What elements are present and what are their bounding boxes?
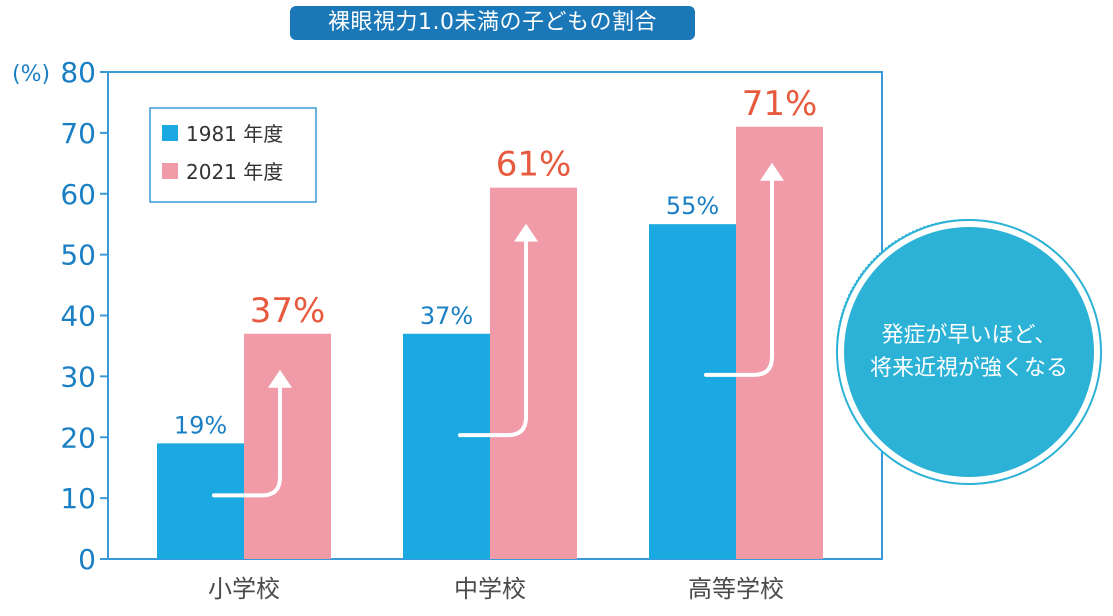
y-tick-label: 0	[78, 543, 96, 576]
chart-title: 裸眼視力1.0未満の子どもの割合	[290, 6, 695, 40]
growth-arrow	[704, 174, 774, 377]
growth-arrowhead	[760, 162, 784, 181]
legend-label: 2021 年度	[186, 160, 283, 184]
x-category-label: 中学校	[454, 575, 526, 603]
y-tick-label: 40	[60, 300, 96, 333]
callout-annotation: 発症が早いほど、 将来近視が強くなる	[844, 227, 1094, 477]
data-label: 61%	[496, 145, 572, 185]
y-tick-label: 70	[60, 117, 96, 150]
bar-series2	[736, 126, 823, 559]
y-tick-label: 50	[60, 239, 96, 272]
data-label: 19%	[174, 411, 227, 439]
callout-ring	[836, 219, 1098, 481]
legend-swatch	[162, 125, 178, 141]
y-tick-label: 20	[60, 421, 96, 454]
data-label: 37%	[250, 291, 326, 331]
y-tick-label: 10	[60, 482, 96, 515]
legend-box	[149, 107, 317, 203]
y-tick-label: 80	[60, 56, 96, 89]
bar-series1	[403, 333, 490, 559]
data-label: 55%	[666, 192, 719, 220]
y-tick-label: 30	[60, 360, 96, 393]
y-tick-label: 60	[60, 178, 96, 211]
x-category-label: 高等学校	[688, 575, 784, 603]
growth-arrow	[212, 381, 282, 498]
growth-arrow	[458, 235, 528, 438]
y-unit-label: (%)	[12, 62, 50, 87]
data-label: 37%	[420, 302, 473, 330]
x-category-label: 小学校	[208, 575, 280, 603]
bar-series2	[244, 333, 331, 559]
growth-arrowhead	[268, 369, 292, 388]
legend-swatch	[162, 163, 178, 179]
bar-series1	[649, 224, 736, 559]
legend-label: 1981 年度	[186, 122, 283, 146]
growth-arrowhead	[514, 223, 538, 242]
data-label: 71%	[742, 84, 818, 124]
bar-series2	[490, 187, 577, 559]
bar-series1	[157, 443, 244, 559]
